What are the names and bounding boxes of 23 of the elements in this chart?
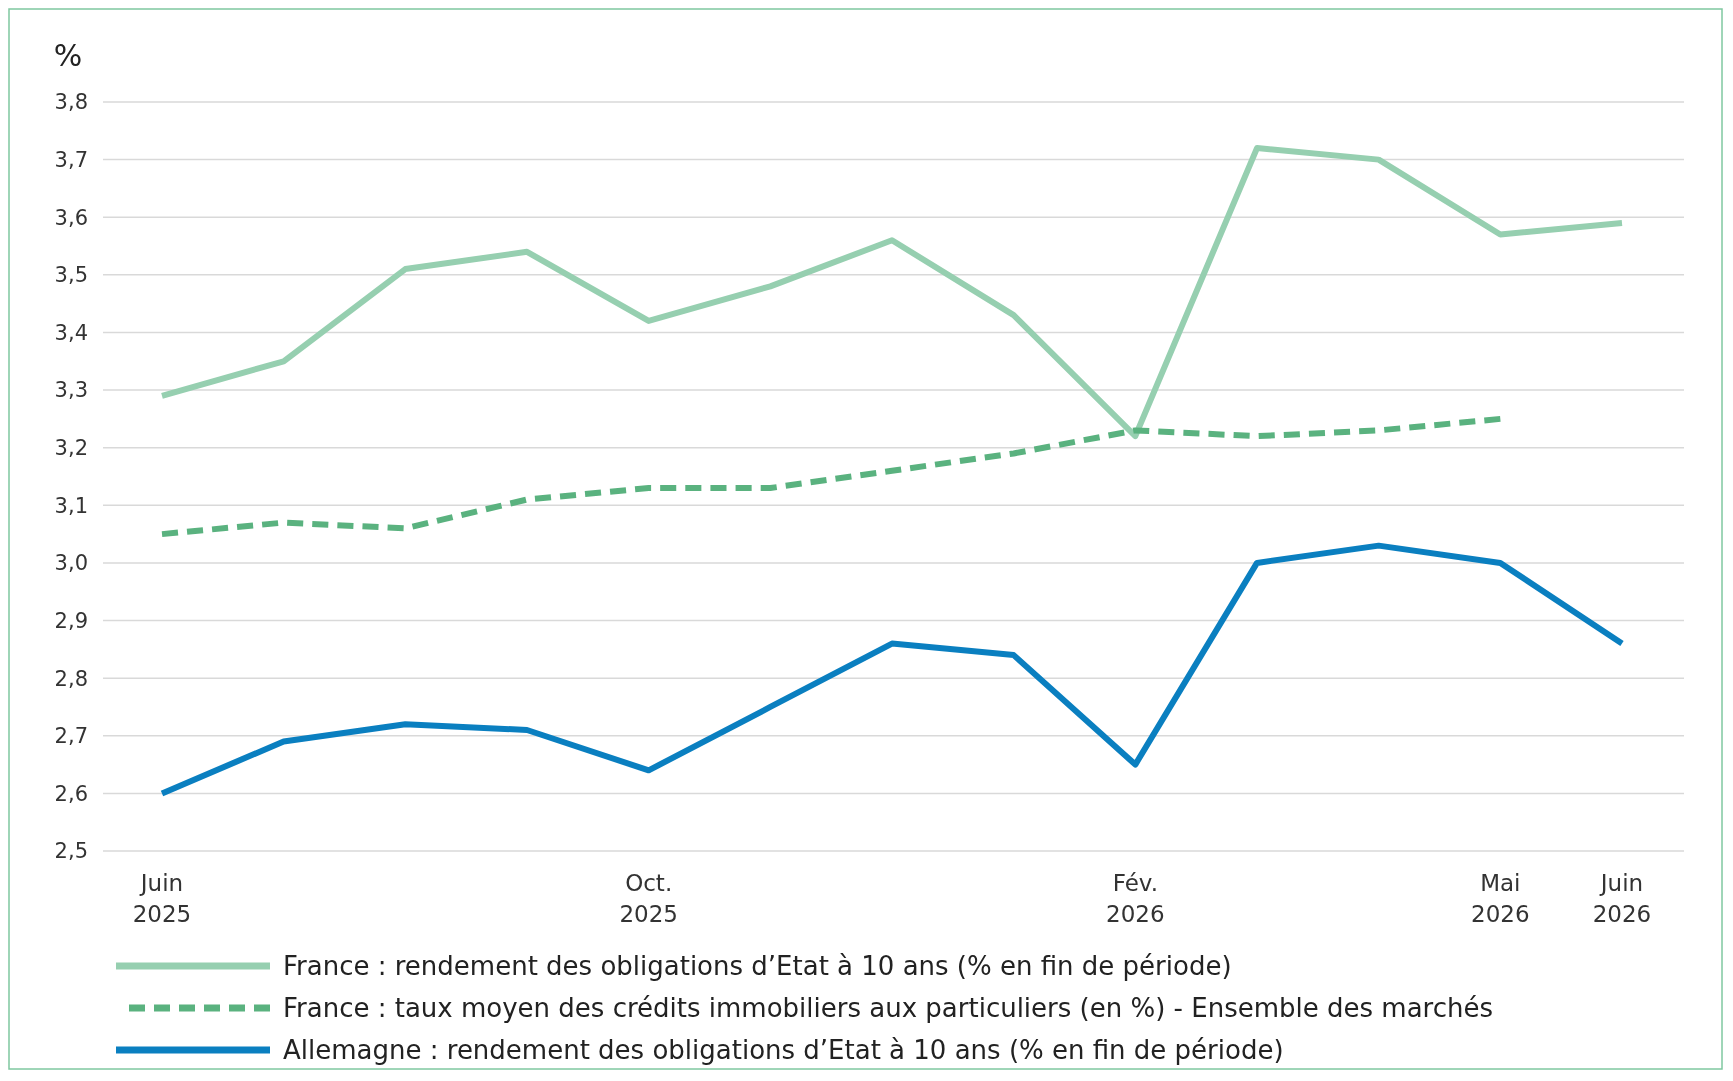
y-tick-label: 2,8 <box>54 666 88 691</box>
x-tick-label: Oct. 2025 <box>619 870 678 927</box>
y-tick-label: 3,1 <box>54 493 88 518</box>
y-tick-label: 3,5 <box>54 263 88 288</box>
y-tick-label: 2,5 <box>54 839 88 864</box>
y-tick-label: 3,4 <box>54 320 88 345</box>
y-axis-title: % <box>53 38 83 73</box>
y-tick-label: 2,9 <box>54 608 88 633</box>
y-tick-label: 2,7 <box>54 724 88 749</box>
legend-label: France : taux moyen des crédits immobiliers aux particuliers (en %) - Ensemble des marchés <box>283 993 1494 1024</box>
legend-label: France : rendement des obligations d’Etat à 10 ans (% en fin de période) <box>283 951 1232 982</box>
y-tick-label: 2,6 <box>54 781 88 806</box>
x-tick-label: Juin 2025 <box>132 870 192 927</box>
y-tick-label: 3,8 <box>54 90 88 115</box>
x-tick-label: Fév. 2026 <box>1106 870 1165 927</box>
y-tick-label: 3,6 <box>54 205 88 230</box>
x-tick-label: Juin 2026 <box>1592 870 1652 927</box>
x-tick-label: Mai 2026 <box>1471 870 1530 927</box>
y-tick-label: 3,2 <box>54 436 88 461</box>
y-tick-label: 3,7 <box>54 147 88 172</box>
y-tick-label: 3,0 <box>54 551 88 576</box>
y-tick-label: 3,3 <box>54 378 88 403</box>
legend-label: Allemagne : rendement des obligations d’Etat à 10 ans (% en fin de période) <box>283 1035 1284 1066</box>
